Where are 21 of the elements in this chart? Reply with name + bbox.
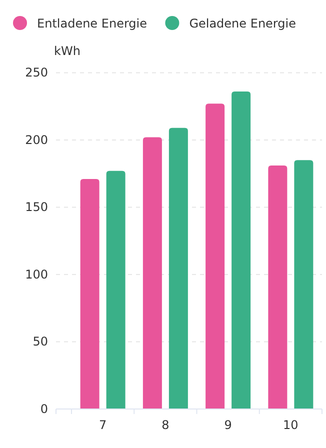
x-tick-label: 7 bbox=[98, 418, 107, 432]
y-axis-title: kWh bbox=[54, 44, 80, 58]
bar bbox=[142, 137, 162, 409]
bar bbox=[268, 166, 288, 409]
y-tick-label: 250 bbox=[25, 66, 48, 80]
y-tick-label: 150 bbox=[25, 200, 48, 214]
x-tick-label: 10 bbox=[283, 418, 298, 432]
y-tick-label: 100 bbox=[25, 267, 48, 282]
bar bbox=[232, 92, 251, 409]
bar bbox=[206, 104, 225, 409]
x-tick-label: 8 bbox=[162, 418, 170, 432]
bar bbox=[106, 170, 126, 409]
bar bbox=[80, 178, 100, 409]
legend-label: Geladene Energie bbox=[189, 16, 296, 30]
bar bbox=[168, 128, 188, 409]
legend-label: Entladene Energie bbox=[37, 16, 148, 30]
bar bbox=[294, 160, 314, 409]
y-tick-label: 200 bbox=[25, 132, 48, 147]
y-tick-label: 0 bbox=[40, 402, 48, 416]
y-tick-label: 50 bbox=[32, 334, 48, 349]
x-tick-label: 9 bbox=[224, 418, 232, 432]
